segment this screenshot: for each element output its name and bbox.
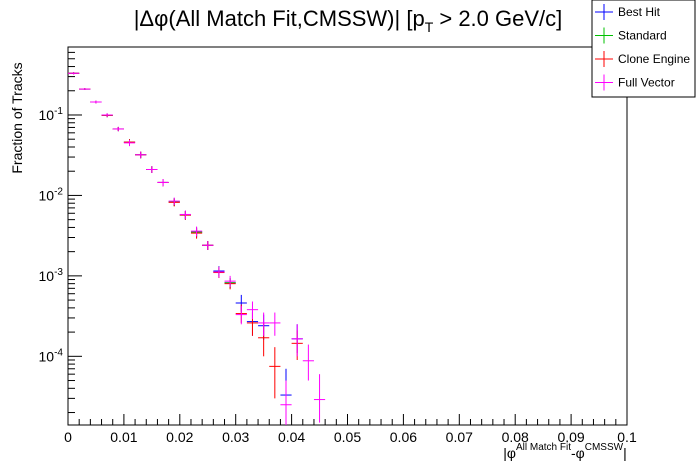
- chart-title-suffix: > 2.0 GeV/c]: [433, 6, 562, 31]
- data-point: [280, 380, 292, 425]
- y-axis: 10-1 10-2 10-3 10-4: [39, 51, 82, 414]
- x-tick-label: 0.01: [110, 429, 137, 445]
- legend-label: Clone Engine: [618, 52, 690, 66]
- x-axis-title-end: |: [623, 445, 627, 461]
- y-tick-label: 10-3: [39, 267, 64, 284]
- x-tick-label: 0.1: [617, 429, 637, 445]
- data-point: [302, 344, 314, 381]
- data-point: [179, 210, 191, 219]
- data-point: [90, 100, 102, 104]
- x-axis-title: |φAll Match Fit-φCMSSW|: [503, 442, 626, 461]
- data-point: [313, 374, 326, 423]
- data-point: [190, 226, 203, 237]
- data-point: [168, 197, 180, 206]
- data-point: [68, 72, 80, 75]
- data-point: [79, 88, 91, 90]
- chart-title-sub: T: [425, 19, 434, 35]
- x-tick-label: 0.06: [390, 429, 417, 445]
- x-tick-label: 0.05: [334, 429, 361, 445]
- legend-entry: Clone Engine: [595, 51, 690, 67]
- data-series: [68, 72, 326, 425]
- series-best-hit: [68, 72, 303, 417]
- x-tick-label: 0.09: [557, 429, 584, 445]
- x-tick-label: 0.02: [166, 429, 193, 445]
- series-clone-engine: [68, 72, 303, 399]
- series-full-vector: [68, 72, 326, 425]
- data-point: [258, 312, 270, 336]
- legend: Best Hit Standard Clone Engine Full Vector: [591, 0, 696, 98]
- data-point: [269, 312, 281, 336]
- x-axis: 0 0.01 0.02 0.03 0.04 0.05 0.06 0.07 0.08 0.09 0.1: [64, 414, 637, 445]
- x-axis-title-sup1: All Match Fit: [516, 442, 571, 453]
- x-axis-title-mid: -φ: [571, 445, 585, 461]
- x-axis-title-sup2: CMSSW: [585, 442, 624, 453]
- data-point: [269, 347, 281, 399]
- plot-border: [67, 46, 628, 426]
- x-tick-label: 0.03: [222, 429, 249, 445]
- y-tick-label: 10-1: [39, 106, 64, 123]
- y-tick-label: 10-4: [39, 347, 64, 364]
- data-point: [202, 241, 214, 250]
- x-tick-label: 0.04: [278, 429, 305, 445]
- data-point: [135, 151, 147, 159]
- chart-title-prefix: |Δφ(All Match Fit,CMSSW)| [p: [134, 6, 425, 31]
- legend-box: [591, 0, 696, 98]
- data-point: [235, 306, 247, 325]
- chart-title: |Δφ(All Match Fit,CMSSW)| [pT > 2.0 GeV/…: [134, 6, 563, 35]
- x-tick-label: 0.08: [502, 429, 529, 445]
- series-standard: [68, 72, 236, 289]
- x-axis-title-main: |φ: [503, 445, 516, 461]
- data-point: [291, 324, 303, 357]
- plot-frame: [67, 46, 628, 426]
- legend-label: Standard: [618, 29, 667, 43]
- data-point: [101, 113, 113, 117]
- data-point: [157, 179, 169, 187]
- x-tick-label: 0.07: [446, 429, 473, 445]
- legend-label: Best Hit: [618, 5, 661, 19]
- y-tick-label: 10-2: [39, 186, 64, 203]
- data-point: [224, 275, 236, 287]
- legend-label: Full Vector: [618, 76, 675, 90]
- y-axis-title: Fraction of Tracks: [9, 62, 25, 173]
- x-tick-label: 0: [64, 429, 72, 445]
- legend-entry: Best Hit: [595, 4, 661, 20]
- legend-entry: Standard: [595, 27, 667, 44]
- data-point: [123, 139, 136, 147]
- data-point: [146, 166, 158, 174]
- data-point: [246, 301, 259, 320]
- data-point: [112, 126, 124, 132]
- data-point: [213, 266, 225, 278]
- legend-entry: Full Vector: [595, 74, 675, 91]
